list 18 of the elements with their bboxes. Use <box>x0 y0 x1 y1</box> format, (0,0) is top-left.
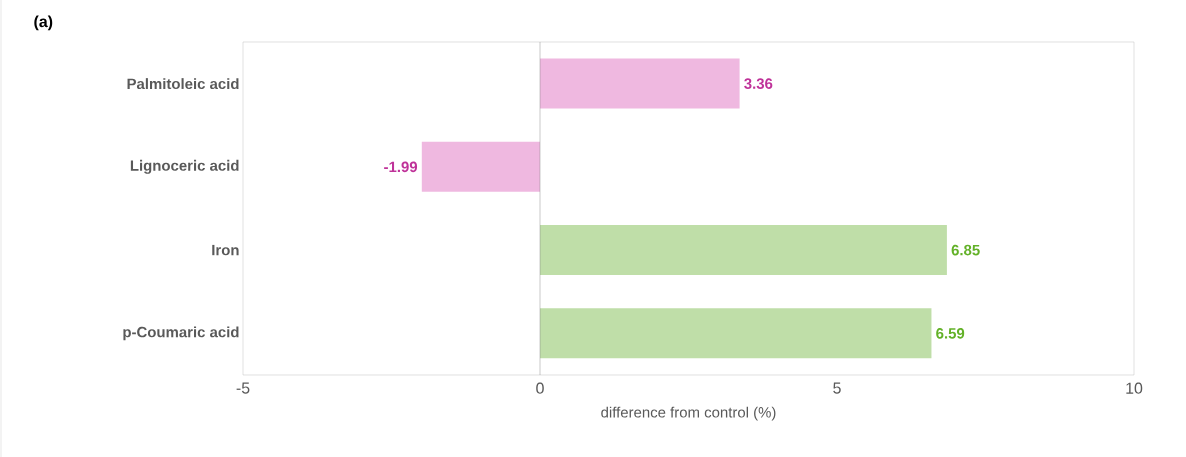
data-label: 6.59 <box>936 328 965 339</box>
y-tick-label: p-Coumaric acid <box>123 326 239 341</box>
bar <box>540 308 932 359</box>
bar <box>540 58 740 109</box>
bar <box>540 225 947 276</box>
data-label: -1.99 <box>384 161 418 173</box>
x-tick-label: -5 <box>236 382 250 394</box>
y-tick-label: Palmitoleic acid <box>127 78 239 90</box>
x-tick-label: 10 <box>1126 382 1143 394</box>
x-tick-label: 5 <box>833 382 841 394</box>
text: (a) <box>34 15 53 31</box>
x-axis-title: difference from control (%) <box>601 406 776 421</box>
data-label: 6.85 <box>951 244 980 256</box>
data-label: 3.36 <box>744 78 773 89</box>
bar <box>421 141 541 192</box>
y-tick-label: Lignoceric acid <box>130 159 239 174</box>
y-tick-label: Iron <box>212 244 239 256</box>
x-tick-label: 0 <box>536 382 544 394</box>
